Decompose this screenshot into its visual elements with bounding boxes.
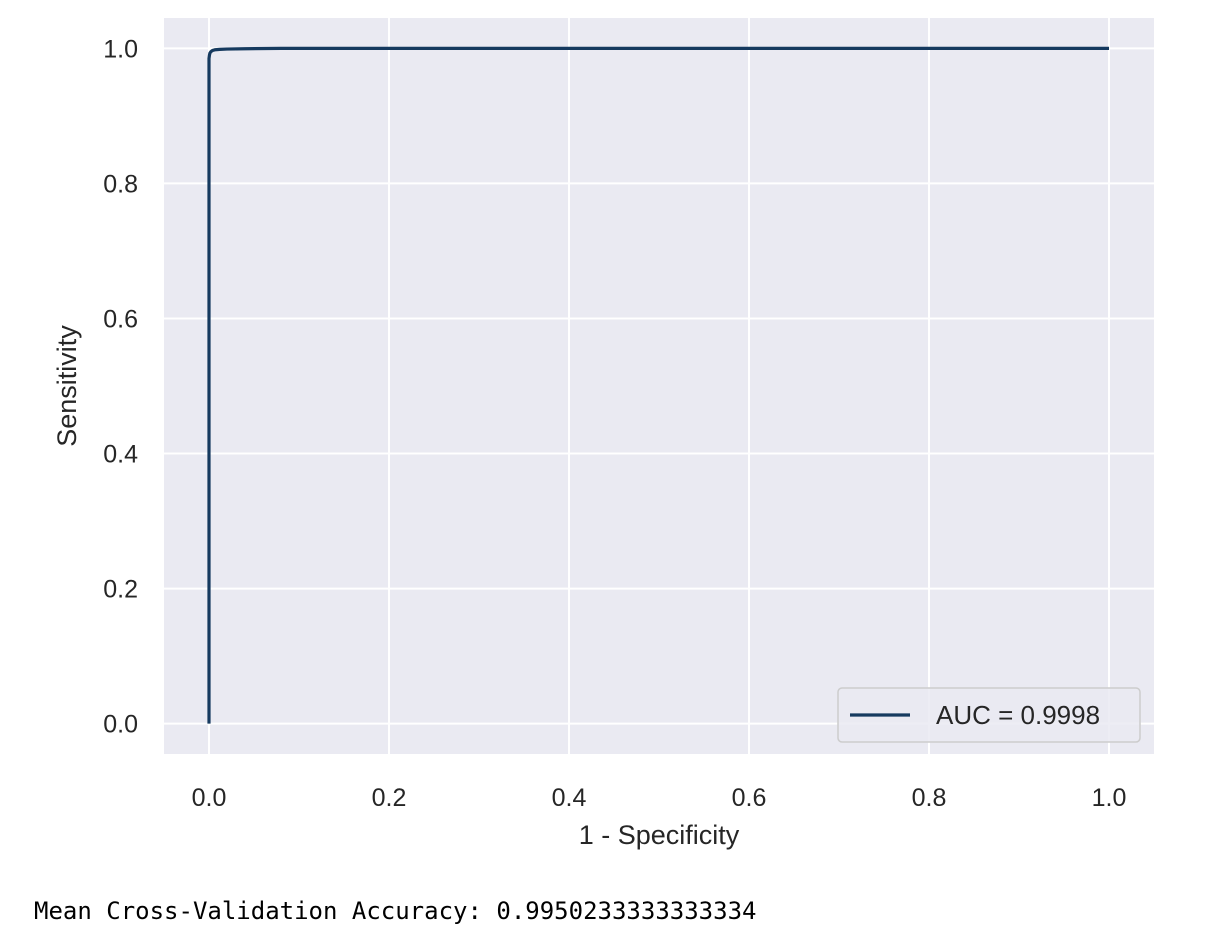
x-tick-label: 0.0 [192,784,227,812]
legend-entry-auc: AUC = 0.9998 [936,700,1100,730]
plot-area [164,18,1154,754]
y-axis-label: Sensitivity [52,325,82,447]
legend-box [837,687,1141,743]
tick-labels: 0.0 0.2 0.4 0.6 0.8 1.0 0.0 0.2 0.4 0.6 0.8 1.0 [103,35,1126,812]
cv-accuracy-output: Mean Cross-Validation Accuracy: 0.995023… [34,897,757,925]
roc-curve-line [207,46,1109,724]
x-tick-label: 0.4 [552,784,587,812]
y-tick-label: 0.6 [103,305,138,333]
x-tick-label: 0.8 [912,784,947,812]
roc-chart: 0.0 0.2 0.4 0.6 0.8 1.0 0.0 0.2 0.4 0.6 0.8 1.0 1 -… [52,18,1154,850]
series-layer [207,46,1109,724]
x-tick-label: 1.0 [1092,784,1127,812]
legend: AUC = 0.9998 [837,687,1141,743]
y-tick-label: 0.8 [103,170,138,198]
x-tick-label: 0.6 [732,784,767,812]
y-tick-label: 0.2 [103,576,138,604]
y-tick-label: 0.0 [103,711,138,739]
x-axis-label: 1 - Specificity [579,820,740,850]
y-tick-label: 1.0 [103,35,138,63]
x-tick-label: 0.2 [372,784,407,812]
y-tick-label: 0.4 [103,441,138,469]
